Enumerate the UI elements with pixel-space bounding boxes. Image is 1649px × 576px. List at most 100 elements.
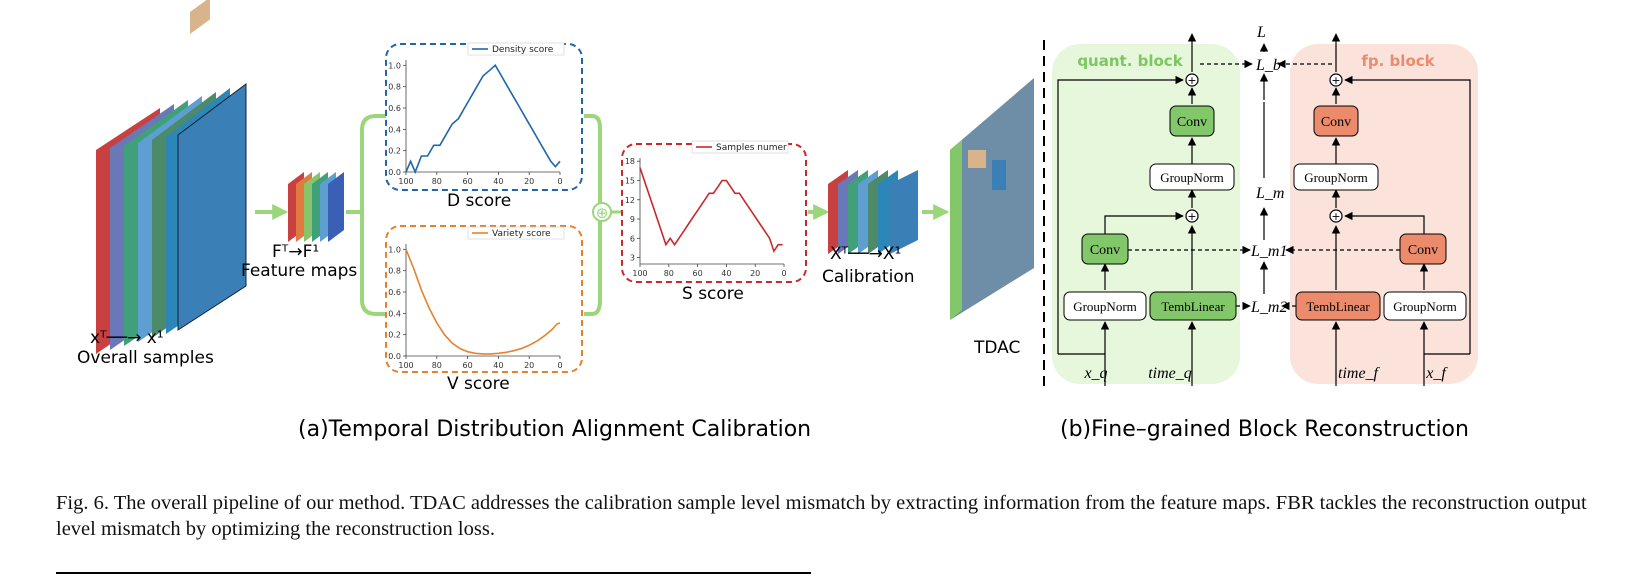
panel-a-caption: (a)Temporal Distribution Alignment Calib… — [298, 417, 811, 442]
s-x-tick-label: 60 — [693, 269, 703, 278]
v-legend-label: Variety score — [492, 229, 551, 239]
v-y-tick-label: 0.8 — [388, 267, 401, 276]
v-score-label: V score — [447, 374, 510, 394]
feature-maps-label: Feature maps — [241, 261, 357, 281]
loss-lm1: L_m1 — [1250, 243, 1287, 260]
s-score-box — [621, 143, 807, 283]
d-y-tick-label: 0.6 — [388, 104, 401, 113]
overall-samples-label: Overall samples — [77, 348, 214, 368]
d-y-tick-label: 0.0 — [388, 168, 401, 177]
d-legend-label: Density score — [492, 45, 554, 55]
d-x-tick-label: 0 — [557, 177, 562, 186]
d-x-tick-label: 80 — [432, 177, 442, 186]
overall-samples-stack — [96, 0, 247, 354]
v-x-tick-label: 100 — [398, 361, 413, 370]
s-score-label: S score — [682, 284, 744, 304]
s-legend-label: Samples numer — [716, 143, 787, 153]
calibration-label: Calibration — [822, 267, 915, 287]
d-series-line — [405, 64, 561, 175]
quant-block-bg — [1052, 44, 1240, 384]
d-x-tick-label: 20 — [524, 177, 534, 186]
d-x-tick-label: 40 — [493, 177, 503, 186]
fp-block-label: fp. block — [1361, 52, 1435, 70]
v-y-tick-label: 0.2 — [388, 331, 401, 340]
split-bracket — [346, 114, 386, 316]
calibration-stack — [828, 170, 918, 254]
loss-lm: L_m — [1255, 185, 1284, 202]
quant-groupnorm-label: GroupNorm — [1073, 299, 1137, 314]
d-y-tick-label: 0.4 — [388, 125, 401, 134]
v-score-chart: 100 80 60 40 20 0 0.0 0.2 0.4 0.6 0.8 1.0 Variety sc… — [388, 226, 565, 370]
v-y-tick-label: 0.6 — [388, 288, 401, 297]
svg-text:+: + — [1331, 210, 1340, 223]
fp-connectors — [1329, 33, 1471, 386]
fp-temblinear-box — [1295, 291, 1381, 321]
s-y-tick-label: 9 — [630, 215, 635, 224]
fp-conv-box — [1399, 233, 1447, 265]
svg-text:+: + — [1331, 74, 1340, 87]
figure-caption: Fig. 6. The overall pipeline of our meth… — [56, 492, 1587, 540]
d-legend-frame — [467, 42, 565, 56]
loss-l: L — [1256, 24, 1266, 41]
panel-b-caption: (b)Fine–grained Block Reconstruction — [1060, 417, 1469, 442]
fp-conv-top-box — [1313, 105, 1359, 137]
sum-node-symbols: + + + + — [1187, 74, 1340, 223]
s-x-tick-label: 40 — [721, 269, 731, 278]
d-y-tick-label: 0.2 — [388, 147, 401, 156]
input-timef: time_f — [1338, 365, 1381, 382]
quant-groupnorm-top-box — [1149, 163, 1235, 191]
fp-block-bg — [1290, 44, 1478, 384]
loss-lm2: L_m2 — [1250, 299, 1287, 316]
s-series-line — [639, 167, 783, 254]
fp-temblinear-label: TembLinear — [1306, 299, 1370, 314]
quant-conv-top-box — [1169, 105, 1215, 137]
fp-groupnorm-box — [1383, 291, 1467, 321]
s-legend-frame — [691, 140, 789, 154]
footnote-rule — [56, 572, 811, 574]
overall-seq-label: xᵀ──→ x¹ — [90, 328, 164, 348]
s-x-tick-label: 0 — [781, 269, 786, 278]
d-y-tick-label: 1.0 — [388, 61, 401, 70]
s-y-tick-label: 12 — [625, 196, 635, 205]
s-y-tick-label: 15 — [625, 176, 635, 185]
quant-temblinear-box — [1149, 291, 1237, 321]
calib-seq-label: Xᵀ──→X¹ — [830, 244, 901, 264]
v-legend-frame — [467, 226, 565, 240]
v-x-tick-label: 40 — [493, 361, 503, 370]
fp-groupnorm-top-label: GroupNorm — [1304, 170, 1368, 185]
quant-temblinear-label: TembLinear — [1161, 299, 1225, 314]
quant-groupnorm-box — [1063, 291, 1147, 321]
v-x-tick-label: 80 — [432, 361, 442, 370]
feature-seq-label: Fᵀ→F¹ — [272, 242, 319, 262]
quant-conv-box — [1081, 233, 1129, 265]
tdac-label: TDAC — [973, 338, 1020, 358]
v-score-box — [385, 225, 583, 373]
s-x-tick-label: 20 — [750, 269, 760, 278]
s-score-chart: 100 80 60 40 20 0 3 6 9 12 15 18 Samples numer — [625, 140, 789, 278]
loss-lb: L_b — [1255, 57, 1281, 74]
input-labels: x_q time_q time_f x_f — [1083, 365, 1448, 382]
v-x-tick-label: 0 — [557, 361, 562, 370]
s-y-tick-label: 3 — [630, 254, 635, 263]
d-y-tick-label: 0.8 — [388, 83, 401, 92]
s-x-tick-label: 100 — [632, 269, 647, 278]
s-y-tick-label: 18 — [625, 157, 635, 166]
input-xf: x_f — [1425, 365, 1448, 382]
svg-text:+: + — [1187, 210, 1196, 223]
s-y-tick-label: 6 — [630, 234, 635, 243]
fp-groupnorm-top-box — [1293, 163, 1379, 191]
v-series-line — [405, 249, 561, 355]
v-x-tick-label: 20 — [524, 361, 534, 370]
feature-maps-stack — [288, 172, 344, 242]
quant-groupnorm-top-label: GroupNorm — [1160, 170, 1224, 185]
d-score-box — [385, 43, 583, 191]
tdac-stack — [950, 78, 1034, 320]
v-y-tick-label: 0.0 — [388, 352, 401, 361]
d-x-tick-label: 100 — [398, 177, 413, 186]
quant-conv-top-label: Conv — [1177, 115, 1207, 130]
v-y-tick-label: 0.4 — [388, 309, 401, 318]
quant-block-label: quant. block — [1077, 52, 1183, 70]
d-score-label: D score — [447, 191, 511, 211]
fp-conv-top-label: Conv — [1321, 115, 1351, 130]
